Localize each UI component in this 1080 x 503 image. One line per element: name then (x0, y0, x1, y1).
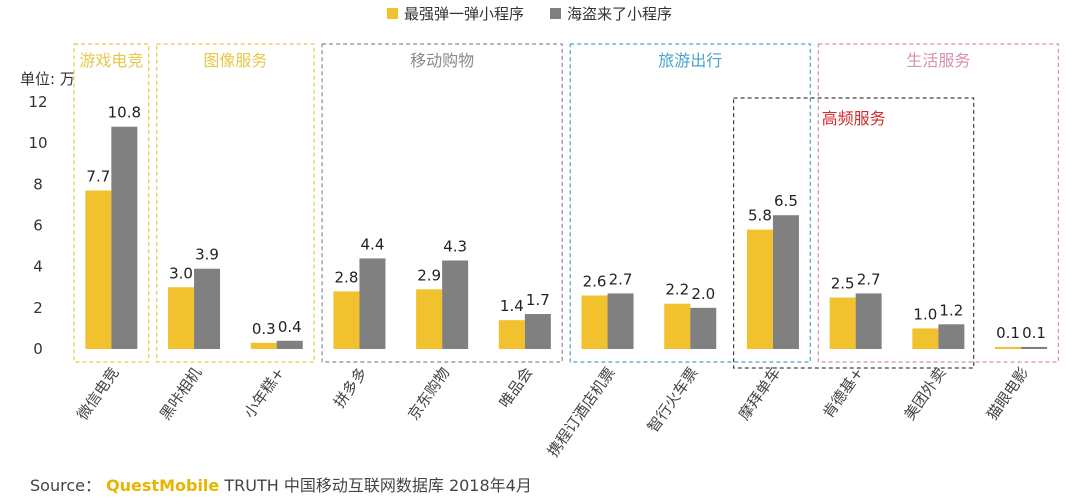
bar (581, 295, 608, 349)
y-tick-label: 12 (28, 93, 47, 111)
category-label: 智行火车票 (644, 364, 702, 436)
value-label: 4.3 (443, 237, 467, 255)
bar (855, 293, 882, 349)
value-label: 1.0 (913, 305, 937, 323)
value-label: 2.5 (831, 275, 855, 293)
category-label: 携程订酒店机票 (544, 364, 619, 460)
value-label: 3.0 (169, 264, 193, 282)
bar (498, 320, 525, 349)
group-box (73, 43, 150, 363)
bar (912, 328, 939, 349)
bar (111, 126, 138, 349)
legend-label: 最强弹一弹小程序 (404, 5, 524, 23)
bar (690, 307, 717, 349)
y-tick-label: 10 (28, 134, 47, 152)
value-label: 0.3 (252, 320, 276, 338)
value-label: 1.4 (500, 297, 524, 315)
y-tick-label: 4 (33, 258, 43, 276)
y-tick-label: 0 (33, 340, 43, 358)
value-label: 0.1 (1022, 324, 1046, 342)
bar (829, 297, 856, 349)
category-label: 猫眼电影 (983, 364, 1032, 423)
group-box (321, 43, 563, 363)
value-label: 2.0 (691, 285, 715, 303)
value-label: 2.7 (609, 270, 633, 288)
bar (772, 215, 799, 349)
legend-swatch (387, 8, 398, 19)
bar (1021, 346, 1048, 349)
value-label: 7.7 (86, 168, 110, 186)
source-text: TRUTH 中国移动互联网数据库 2018年4月 (224, 476, 532, 495)
bar (995, 346, 1022, 349)
bar (938, 324, 965, 349)
highlight-box (732, 97, 975, 369)
bar (607, 293, 634, 349)
category-label: 唯品会 (496, 364, 537, 411)
group-label: 旅游出行 (658, 51, 722, 70)
bar (276, 340, 303, 349)
bar (333, 291, 360, 349)
value-label: 2.7 (857, 270, 881, 288)
category-label: 京东购物 (404, 364, 453, 423)
bar (664, 303, 691, 349)
bar (194, 268, 221, 349)
y-tick-label: 6 (33, 217, 43, 235)
bar (442, 260, 469, 349)
group-label: 游戏电竞 (79, 51, 143, 70)
value-label: 3.9 (195, 246, 219, 264)
bar (524, 314, 551, 349)
bar (168, 287, 195, 349)
group-box (569, 43, 811, 363)
source-prefix: Source： (30, 476, 101, 495)
value-label: 2.6 (583, 272, 607, 290)
highlight-label: 高频服务 (822, 109, 886, 128)
y-tick-label: 2 (33, 299, 43, 317)
bar (250, 342, 277, 349)
category-label: 肯德基+ (819, 364, 867, 421)
value-label: 4.4 (361, 235, 385, 253)
legend-swatch (550, 8, 561, 19)
category-label: 微信电竞 (73, 364, 122, 423)
source-note: Source： QuestMobile TRUTH 中国移动互联网数据库 201… (30, 472, 532, 496)
bar (746, 229, 773, 349)
value-label: 0.1 (996, 324, 1020, 342)
value-label: 1.7 (526, 291, 550, 309)
category-label: 美团外卖 (900, 364, 949, 423)
group-label: 移动购物 (410, 51, 474, 70)
value-label: 2.8 (335, 268, 359, 286)
group-box (156, 43, 315, 363)
category-label: 摩拜单车 (735, 364, 784, 423)
y-tick-label: 8 (33, 175, 43, 193)
category-label: 小年糕+ (240, 364, 288, 421)
value-label: 6.5 (774, 192, 798, 210)
category-label: 拼多多 (330, 364, 371, 411)
category-label: 黑咔相机 (156, 364, 205, 423)
value-label: 2.2 (665, 281, 689, 299)
group-box (817, 43, 1059, 363)
legend-label: 海盗来了小程序 (567, 5, 672, 23)
value-label: 1.2 (939, 301, 963, 319)
bar (85, 190, 112, 349)
value-label: 10.8 (108, 104, 141, 122)
value-label: 2.9 (417, 266, 441, 284)
group-label: 图像服务 (203, 51, 267, 70)
y-axis-label: 单位: 万 (20, 70, 75, 88)
source-brand: QuestMobile (106, 476, 220, 495)
bar (416, 289, 443, 349)
value-label: 0.4 (278, 318, 302, 336)
group-label: 生活服务 (906, 51, 970, 70)
value-label: 5.8 (748, 207, 772, 225)
bar (359, 258, 386, 349)
